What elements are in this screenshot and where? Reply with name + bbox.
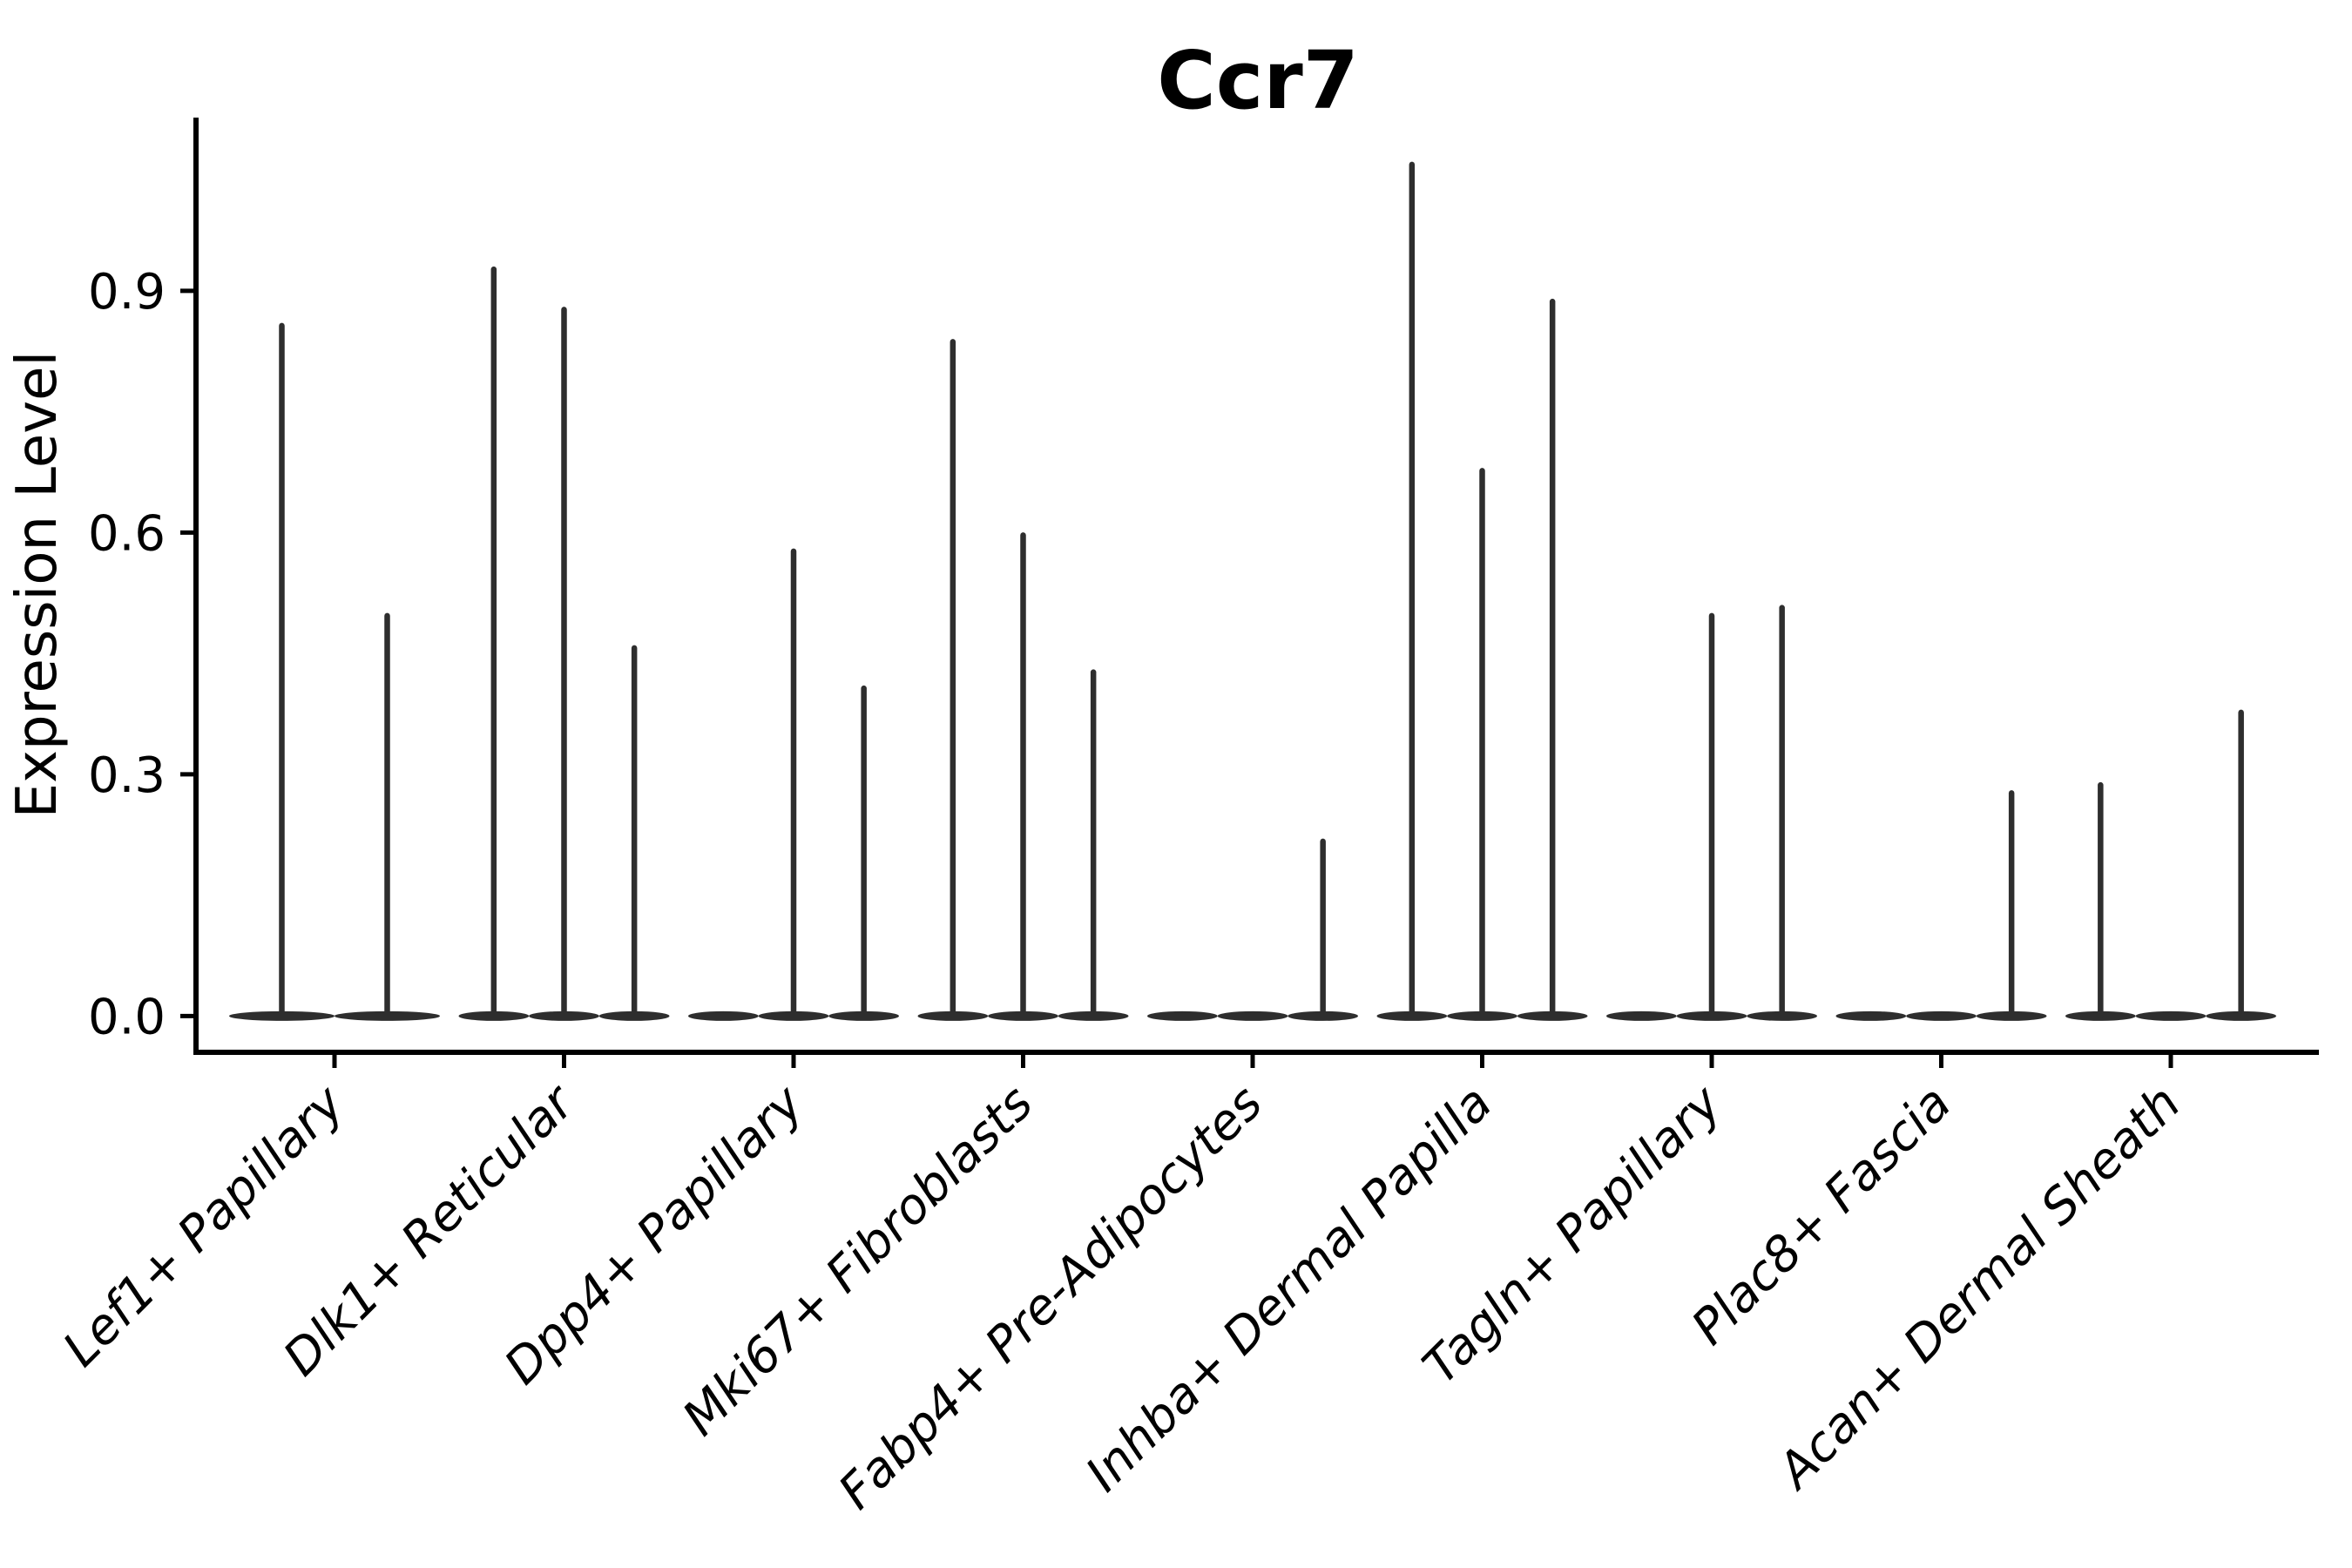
violin bbox=[335, 612, 440, 1021]
violin-base bbox=[1906, 1010, 1977, 1021]
violin-base bbox=[1606, 1010, 1677, 1021]
violin-group bbox=[917, 339, 1129, 1021]
violins-layer bbox=[229, 161, 2277, 1021]
violin bbox=[1376, 161, 1448, 1021]
violin-base bbox=[688, 1010, 759, 1021]
x-tick-label: Inhba+ Dermal Papilla bbox=[1075, 1075, 1503, 1503]
violin-group bbox=[458, 266, 670, 1021]
violin bbox=[529, 307, 599, 1021]
violin-base bbox=[1835, 1010, 1907, 1021]
x-tick-label: Acan+ Dermal Sheath bbox=[1766, 1075, 2192, 1501]
axis-spines bbox=[193, 118, 2319, 1055]
violin bbox=[2206, 709, 2277, 1021]
violin bbox=[1517, 298, 1588, 1021]
violin bbox=[1217, 1010, 1288, 1021]
violin bbox=[458, 266, 530, 1021]
violin-group bbox=[1835, 790, 2047, 1021]
violin-base bbox=[2135, 1010, 2207, 1021]
y-tick-label: 0.6 bbox=[88, 505, 166, 562]
y-axis-label: Expression Level bbox=[5, 351, 70, 819]
violin-group bbox=[1147, 838, 1358, 1021]
violin-base bbox=[1147, 1010, 1218, 1021]
violin bbox=[828, 685, 899, 1021]
violin-group bbox=[229, 322, 440, 1021]
violin-group bbox=[688, 548, 899, 1021]
violin-base bbox=[1217, 1010, 1288, 1021]
violin-group bbox=[1606, 605, 1817, 1021]
violin bbox=[1676, 612, 1747, 1021]
violin bbox=[1288, 838, 1358, 1021]
y-tick-label: 0.0 bbox=[88, 989, 166, 1045]
violin bbox=[1606, 1010, 1677, 1021]
violin bbox=[229, 322, 335, 1021]
violin bbox=[917, 339, 989, 1021]
violin bbox=[2065, 781, 2136, 1021]
violin bbox=[1447, 468, 1517, 1021]
violin bbox=[598, 645, 670, 1021]
violin bbox=[688, 1010, 759, 1021]
violin-group bbox=[2065, 709, 2277, 1021]
violin bbox=[1906, 1010, 1977, 1021]
violin bbox=[1147, 1010, 1218, 1021]
chart-title: Ccr7 bbox=[1157, 34, 1358, 127]
violin bbox=[1976, 790, 2047, 1021]
y-tick-label: 0.9 bbox=[88, 264, 166, 321]
violin bbox=[1058, 669, 1129, 1021]
x-tick-label: Fabp4+ Pre-Adipocytes bbox=[828, 1075, 1274, 1520]
y-tick-label: 0.3 bbox=[88, 747, 166, 804]
violin bbox=[1747, 605, 1817, 1021]
violin bbox=[988, 532, 1058, 1021]
violin bbox=[758, 548, 829, 1021]
violin-group bbox=[1376, 161, 1588, 1021]
violin bbox=[2135, 1010, 2207, 1021]
violin bbox=[1835, 1010, 1907, 1021]
